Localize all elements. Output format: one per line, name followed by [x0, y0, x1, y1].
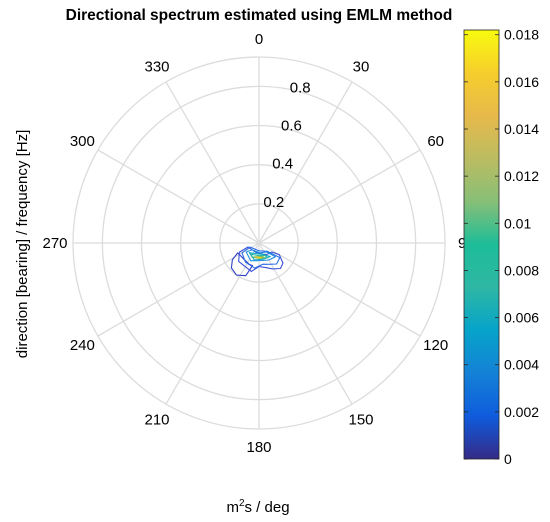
colorbar: [463, 29, 500, 460]
colorbar-tick-label-4: 0.008: [504, 262, 539, 278]
grid-spoke-10: [97, 149, 260, 244]
colorbar-tick-label-8: 0.016: [504, 74, 539, 90]
contour-4: [248, 252, 271, 261]
angle-tick-label-2: 60: [427, 133, 444, 150]
colorbar-ticks: 0 0.002 0.004 0.006 0.008 0.01 0.012 0.014 0.016…: [464, 27, 539, 467]
angle-tick-label-7: 210: [144, 412, 169, 429]
angle-tick-labels: 0 30 60 9 120 150 180 210 240 270 300 330: [42, 31, 466, 456]
grid-spoke-5: [258, 242, 353, 405]
colorbar-tick-label-5: 0.01: [504, 215, 531, 231]
chart-title: Directional spectrum estimated using EML…: [66, 7, 453, 24]
colorbar-tick-label-0: 0: [504, 451, 512, 467]
grid-spoke-1: [258, 81, 353, 244]
grid-spoke-2: [258, 149, 421, 244]
angle-tick-label-4: 120: [423, 337, 448, 354]
grid-spoke-7: [165, 242, 260, 405]
radial-tick-label-3: 0.8: [290, 79, 311, 96]
colorbar-tick-label-7: 0.014: [504, 121, 539, 137]
grid-spoke-11: [165, 81, 260, 244]
colorbar-tick-label-9: 0.018: [504, 27, 539, 43]
x-axis-label-superscript: 2: [239, 498, 245, 509]
y-axis-label: direction [bearing] / frequency [Hz]: [14, 130, 31, 358]
angle-tick-label-3: 9: [458, 235, 466, 252]
x-axis-label-rest: s / deg: [245, 499, 290, 516]
polar-grid: [72, 56, 446, 430]
colorbar-tick-label-3: 0.006: [504, 310, 539, 326]
colorbar-tick-label-6: 0.012: [504, 168, 539, 184]
contour-lines: [230, 246, 284, 277]
contour-8: [256, 256, 262, 259]
angle-tick-label-10: 300: [70, 133, 95, 150]
angle-tick-label-11: 330: [144, 58, 169, 75]
radial-tick-label-2: 0.6: [281, 118, 302, 135]
contour-2: [241, 246, 281, 269]
radial-tick-label-0: 0.2: [263, 194, 284, 211]
angle-tick-label-8: 240: [70, 337, 95, 354]
angle-tick-label-0: 0: [255, 31, 263, 48]
radial-tick-label-1: 0.4: [272, 156, 293, 173]
x-axis-label: m2s / deg: [226, 498, 289, 516]
angle-tick-label-5: 150: [348, 412, 373, 429]
x-axis-label-base: m: [226, 499, 239, 516]
contour-0: [230, 252, 254, 277]
angle-tick-label-6: 180: [246, 439, 271, 456]
grid-spoke-8: [97, 242, 260, 337]
angle-tick-label-1: 30: [353, 58, 370, 75]
angle-tick-label-9: 270: [42, 235, 67, 252]
grid-spoke-4: [258, 242, 421, 337]
colorbar-tick-label-2: 0.004: [504, 357, 539, 373]
radial-tick-labels: 0.2 0.4 0.6 0.8: [263, 79, 310, 210]
contour-3: [245, 249, 277, 262]
colorbar-tick-label-1: 0.002: [504, 404, 539, 420]
